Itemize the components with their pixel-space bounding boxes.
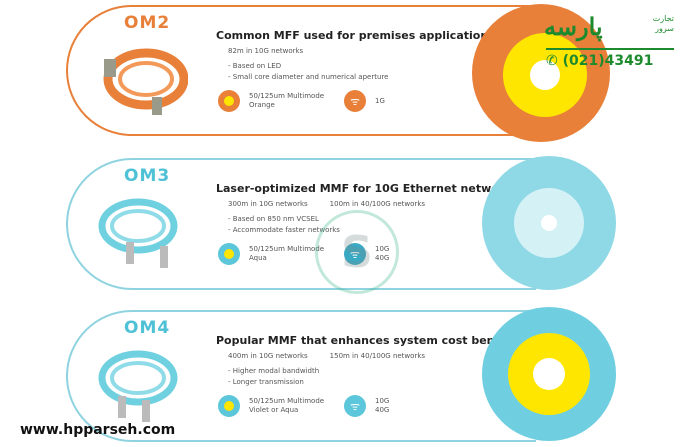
feature: - Higher modal bandwidth [228, 367, 320, 375]
fiber-spec: 50/125um Multimode Orange [218, 90, 324, 112]
fiber-color: Violet or Aqua [249, 406, 299, 414]
speed-spec: ᯤ 10G 40G [344, 395, 389, 417]
feature: - Small core diameter and numerical aper… [228, 73, 389, 81]
om4-card: OM4 Popular MMF that enhances system cos… [66, 310, 536, 442]
om3-card: OM3 Laser-optimized MMF for 10G Ethernet… [66, 158, 536, 290]
om3-fiber-center [541, 215, 557, 231]
phone-number: ✆ (021)43491 [546, 53, 653, 69]
fiber-color: Orange [249, 101, 275, 109]
fiber-type: 50/125um Multimode [249, 92, 325, 100]
fiber-core-icon [218, 395, 240, 417]
distance: 300m in 10G networks [228, 200, 308, 208]
om4-fiber-center [533, 358, 565, 390]
fiber-color: Aqua [249, 254, 267, 262]
features: - Based on 850 nm VCSEL - Accommodate fas… [228, 214, 340, 236]
wifi-icon: ᯤ [344, 90, 366, 112]
fiber-type: 50/125um Multimode [249, 245, 325, 253]
card-title: Laser-optimized MMF for 10G Ethernet net… [216, 182, 519, 195]
divider [546, 48, 674, 50]
card-title: Popular MMF that enhances system cost be… [216, 334, 522, 347]
distance: 400m in 10G networks [228, 352, 308, 360]
distance: 100m in 40/100G networks [329, 200, 426, 208]
features: - Higher modal bandwidth - Longer transmi… [228, 366, 319, 388]
fiber-core-icon [218, 90, 240, 112]
speed-spec: ᯤ 1G [344, 90, 385, 112]
feature: - Accommodate faster networks [228, 226, 340, 234]
speed: 40G [375, 406, 390, 414]
features: - Based on LED - Small core diameter and … [228, 61, 388, 83]
fiber-spec: 50/125um Multimode Aqua [218, 243, 324, 265]
distances: 82m in 10G networks [228, 47, 325, 55]
logo-sub1: تجارت [652, 14, 674, 23]
fiber-type: 50/125um Multimode [249, 397, 325, 405]
phone-icon: ✆ [546, 53, 563, 69]
distance: 150m in 40/100G networks [329, 352, 426, 360]
aqua-cable-image [98, 198, 178, 268]
feature: - Longer transmission [228, 378, 304, 386]
orange-cable-image [103, 48, 188, 115]
feature: - Based on LED [228, 62, 282, 70]
badge: OM3 [124, 166, 171, 186]
watermark-logo: S [315, 210, 399, 294]
speed: 1G [375, 96, 385, 105]
badge: OM2 [124, 13, 171, 33]
distance: 82m in 10G networks [228, 47, 304, 55]
om2-card: OM2 Common MFF used for premises applica… [66, 5, 536, 136]
parseh-logo: پارسه تجارت سرور ✆ (021)43491 [540, 8, 680, 78]
distances: 400m in 10G networks 150m in 40/100G netw… [228, 352, 447, 360]
logo-subtitle: تجارت سرور [653, 14, 674, 34]
logo-brand: پارسه [544, 12, 603, 41]
badge: OM4 [124, 318, 171, 338]
distances: 300m in 10G networks 100m in 40/100G netw… [228, 200, 447, 208]
phone-text: (021)43491 [562, 53, 654, 69]
logo-sub2: سرور [655, 24, 674, 33]
aqua-cable-image [98, 350, 178, 422]
card-title: Common MFF used for premises application… [216, 29, 495, 42]
fiber-spec: 50/125um Multimode Violet or Aqua [218, 395, 324, 417]
om2-fiber-center [530, 60, 560, 90]
fiber-core-icon [218, 243, 240, 265]
website-url: www.hpparseh.com [20, 422, 176, 438]
feature: - Based on 850 nm VCSEL [228, 215, 319, 223]
wifi-icon: ᯤ [344, 395, 366, 417]
speed: 10G [375, 397, 390, 405]
